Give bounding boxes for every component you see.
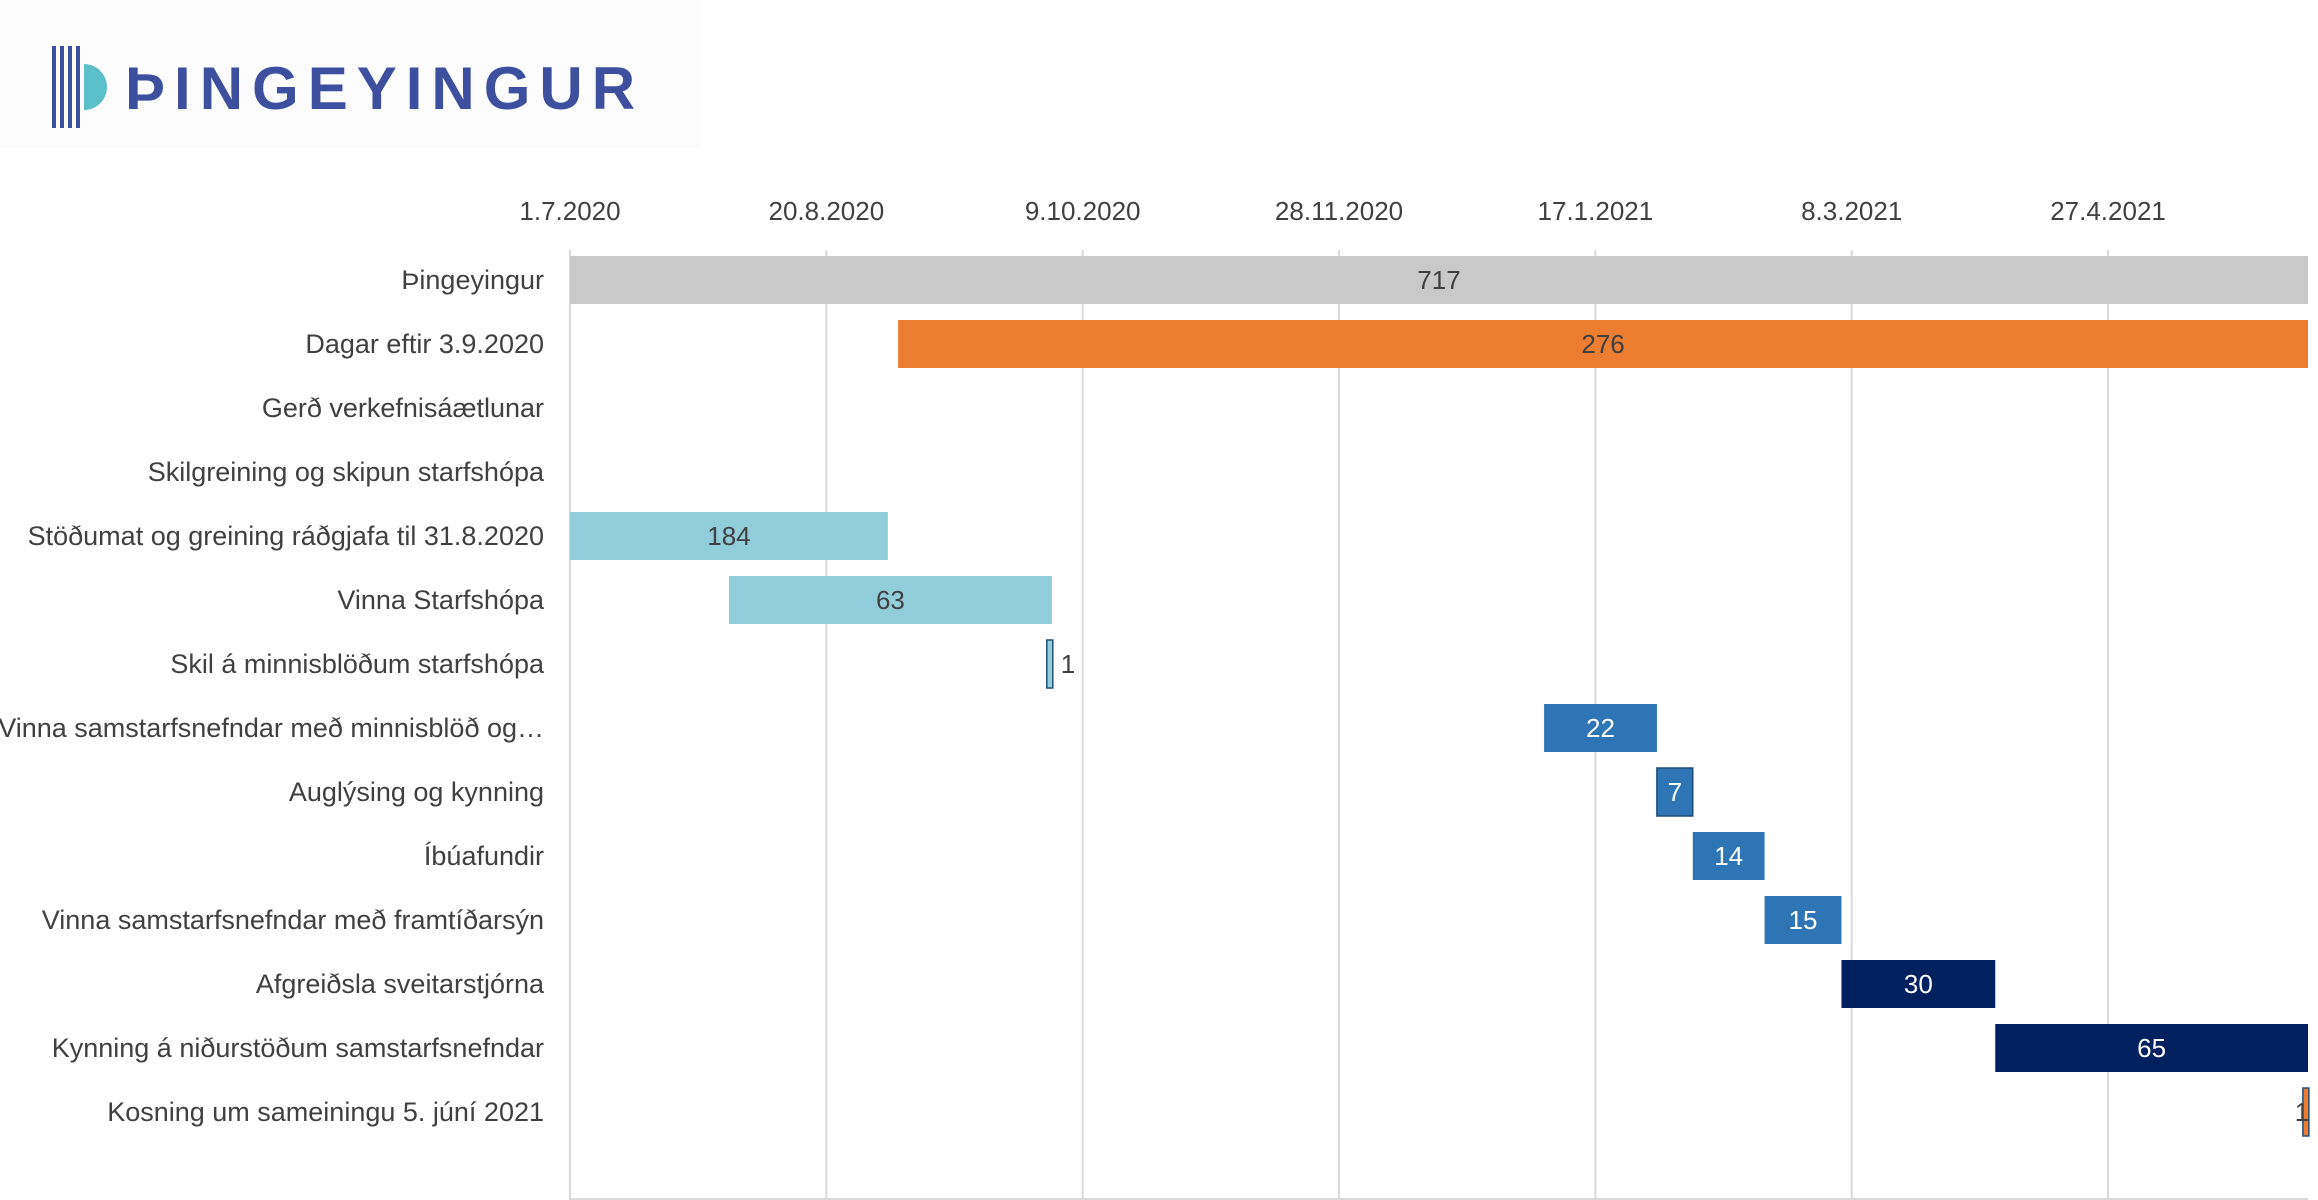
data-label: 14 bbox=[1714, 841, 1743, 871]
task-bar bbox=[1544, 704, 1657, 752]
logo-area: ÞINGEYINGUR bbox=[0, 0, 700, 148]
data-label: 1 bbox=[2295, 1097, 2309, 1127]
data-label: 63 bbox=[876, 585, 905, 615]
task-bar bbox=[570, 512, 888, 560]
data-label: 717 bbox=[1417, 265, 1460, 295]
category-label: Vinna samstarfsnefndar með minnisblöð og… bbox=[0, 713, 544, 743]
category-label: Þingeyingur bbox=[401, 265, 544, 295]
task-bar bbox=[898, 320, 2309, 368]
x-tick-label: 9.10.2020 bbox=[1025, 196, 1141, 226]
category-label: Vinna Starfshópa bbox=[337, 585, 545, 615]
task-bar bbox=[1841, 960, 1996, 1008]
task-bar bbox=[2302, 1087, 2310, 1137]
category-label: Auglýsing og kynning bbox=[289, 777, 544, 807]
task-bar bbox=[1656, 767, 1694, 817]
data-label: 1 bbox=[1061, 649, 1075, 679]
data-label: 65 bbox=[2137, 1033, 2166, 1063]
category-label: Íbúafundir bbox=[424, 841, 544, 871]
task-bars bbox=[570, 256, 2310, 1137]
task-bar bbox=[570, 256, 2308, 304]
category-label: Stöðumat og greining ráðgjafa til 31.8.2… bbox=[28, 521, 544, 551]
category-label: Skilgreining og skipun starfshópa bbox=[148, 457, 545, 487]
x-tick-label: 1.7.2020 bbox=[519, 196, 620, 226]
logo-text: ÞINGEYINGUR bbox=[125, 55, 644, 122]
data-label: 15 bbox=[1789, 905, 1818, 935]
x-tick-label: 28.11.2020 bbox=[1275, 196, 1403, 226]
data-label: 22 bbox=[1586, 713, 1615, 743]
x-axis-ticks: 1.7.2020 20.8.2020 9.10.2020 28.11.2020 17.1… bbox=[519, 196, 2165, 226]
task-bar bbox=[1764, 896, 1842, 944]
category-label: Dagar eftir 3.9.2020 bbox=[305, 329, 544, 359]
category-label: Afgreiðsla sveitarstjórna bbox=[256, 969, 545, 999]
x-tick-label: 27.4.2021 bbox=[2050, 196, 2166, 226]
task-bar bbox=[1046, 639, 1054, 689]
task-bar bbox=[1995, 1024, 2308, 1072]
data-label: 276 bbox=[1581, 329, 1624, 359]
category-label: Vinna samstarfsnefndar með framtíðarsýn bbox=[42, 905, 544, 935]
x-tick-label: 8.3.2021 bbox=[1801, 196, 1902, 226]
data-label: 184 bbox=[707, 521, 750, 551]
category-label: Kosning um sameiningu 5. júní 2021 bbox=[107, 1097, 544, 1127]
task-bar bbox=[1692, 832, 1765, 880]
task-bar bbox=[728, 576, 1052, 624]
category-label: Skil á minnisblöðum starfshópa bbox=[170, 649, 545, 679]
category-label: Gerð verkefnisáætlunar bbox=[262, 393, 544, 423]
data-label: 7 bbox=[1668, 777, 1682, 807]
category-label: Kynning á niðurstöðum samstarfsnefndar bbox=[52, 1033, 544, 1063]
data-labels: 717 276 184 63 1 22 7 14 15 30 65 1 bbox=[707, 265, 2309, 1127]
category-labels: Þingeyingur Dagar eftir 3.9.2020 Gerð verk… bbox=[0, 265, 545, 1127]
data-label: 30 bbox=[1904, 969, 1933, 999]
x-tick-label: 20.8.2020 bbox=[769, 196, 885, 226]
x-tick-label: 17.1.2021 bbox=[1538, 196, 1654, 226]
thingeyingur-logo: ÞINGEYINGUR bbox=[52, 46, 644, 128]
